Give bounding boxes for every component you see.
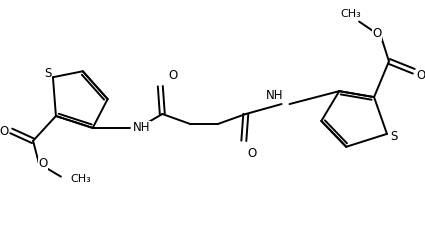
- Text: O: O: [416, 69, 425, 82]
- Text: NH: NH: [133, 121, 150, 134]
- Text: O: O: [169, 69, 178, 82]
- Text: S: S: [390, 130, 398, 143]
- Text: O: O: [247, 147, 256, 160]
- Text: S: S: [44, 67, 52, 80]
- Text: O: O: [372, 27, 382, 40]
- Text: CH₃: CH₃: [71, 174, 92, 184]
- Text: O: O: [0, 125, 9, 138]
- Text: NH: NH: [266, 89, 283, 102]
- Text: CH₃: CH₃: [341, 9, 362, 19]
- Text: O: O: [38, 157, 48, 170]
